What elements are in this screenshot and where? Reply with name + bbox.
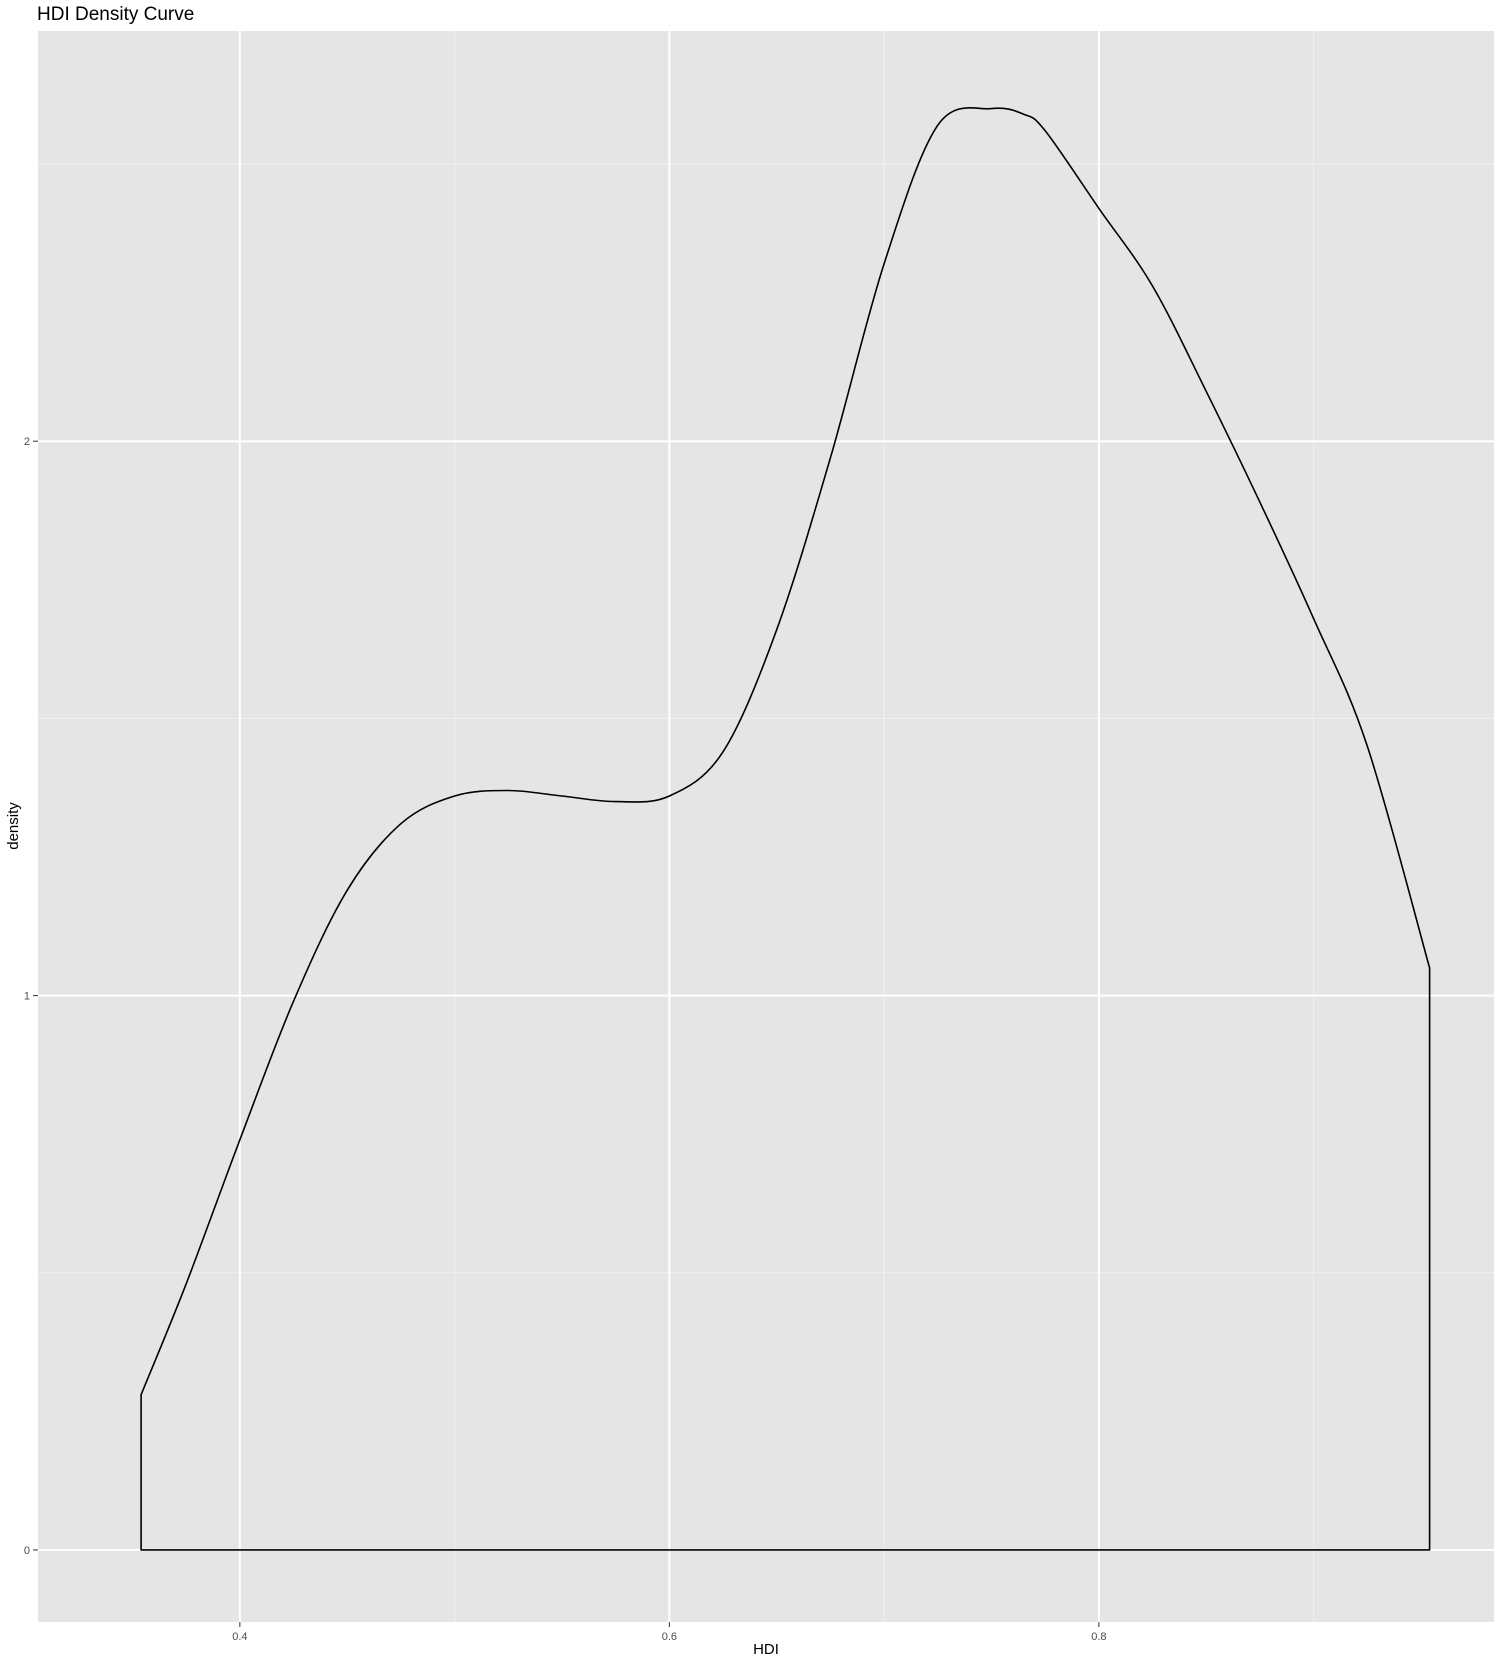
x-axis-title: HDI [753, 1641, 779, 1658]
x-axis-ticks: 0.4 0.6 0.8 [232, 1622, 1107, 1643]
y-axis-ticks: 0 1 2 [24, 436, 38, 1557]
x-tick-label: 0.6 [662, 1631, 677, 1643]
y-tick-label: 1 [24, 991, 30, 1003]
minor-gridlines [38, 31, 1494, 1622]
density-curve [140, 107, 1431, 1551]
density-series [140, 107, 1431, 1551]
x-tick-label: 0.4 [232, 1631, 247, 1643]
y-tick-label: 0 [24, 1545, 30, 1557]
x-tick-label: 0.8 [1091, 1631, 1106, 1643]
plot-panel [38, 31, 1494, 1622]
y-tick-label: 2 [24, 436, 30, 448]
chart-title: HDI Density Curve [37, 4, 195, 25]
y-axis-title: density [5, 802, 22, 850]
